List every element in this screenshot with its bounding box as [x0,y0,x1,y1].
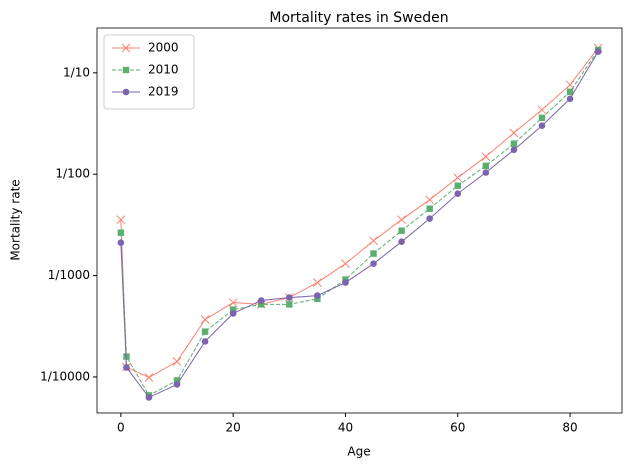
marker [398,238,405,245]
marker [426,215,433,222]
marker [370,250,377,257]
marker [200,315,210,324]
marker [538,114,546,122]
marker [538,122,546,130]
marker [594,48,602,55]
marker [566,95,574,103]
marker [173,381,181,388]
marker [145,394,153,401]
marker [537,105,547,115]
marker [229,310,237,317]
marker [426,205,433,212]
marker [257,297,265,304]
marker [370,260,377,268]
marker [286,301,293,308]
marker [482,162,490,170]
x-tick-label: 60 [450,421,465,435]
marker [121,43,131,53]
y-tick-label: 1/1000 [48,268,90,282]
marker [201,338,209,345]
marker [258,301,265,308]
x-tick-label: 40 [338,421,353,435]
marker [481,152,491,162]
y-tick-label: 1/10 [63,65,90,79]
legend-label: 2019 [148,85,179,99]
legend: 2000 2010 2019 [103,34,195,110]
marker [286,294,293,301]
marker [117,229,125,236]
marker [454,190,462,197]
marker [123,364,130,371]
marker [144,373,154,382]
legend-label: 2010 [148,63,179,77]
marker [172,357,182,366]
marker [201,328,209,335]
marker [228,298,238,307]
marker [509,128,519,138]
marker [453,173,463,183]
marker [454,182,461,189]
marker [369,236,378,246]
marker [398,227,405,234]
marker [173,377,181,384]
marker [425,195,435,205]
x-tick-label: 80 [562,421,577,435]
marker [117,239,125,247]
marker [397,215,406,225]
x-tick-label: 0 [117,421,125,435]
marker [229,306,237,313]
x-tick-label: 20 [226,421,241,435]
y-tick-label: 1/10000 [40,369,90,383]
marker [116,215,126,225]
y-axis-label: Mortality rate [9,179,23,260]
marker [342,279,349,286]
plot-frame [96,27,623,414]
marker [510,146,518,154]
chart-title: Mortality rates in Sweden [269,10,448,26]
marker [341,259,350,269]
marker [510,140,518,147]
marker [122,88,130,96]
marker [314,292,321,299]
x-axis-label: Age [347,445,370,459]
marker [566,88,574,96]
legend-label: 2000 [148,41,179,55]
marker [313,278,322,287]
marker [122,66,130,74]
marker [482,169,490,176]
y-tick-label: 1/100 [55,167,90,181]
